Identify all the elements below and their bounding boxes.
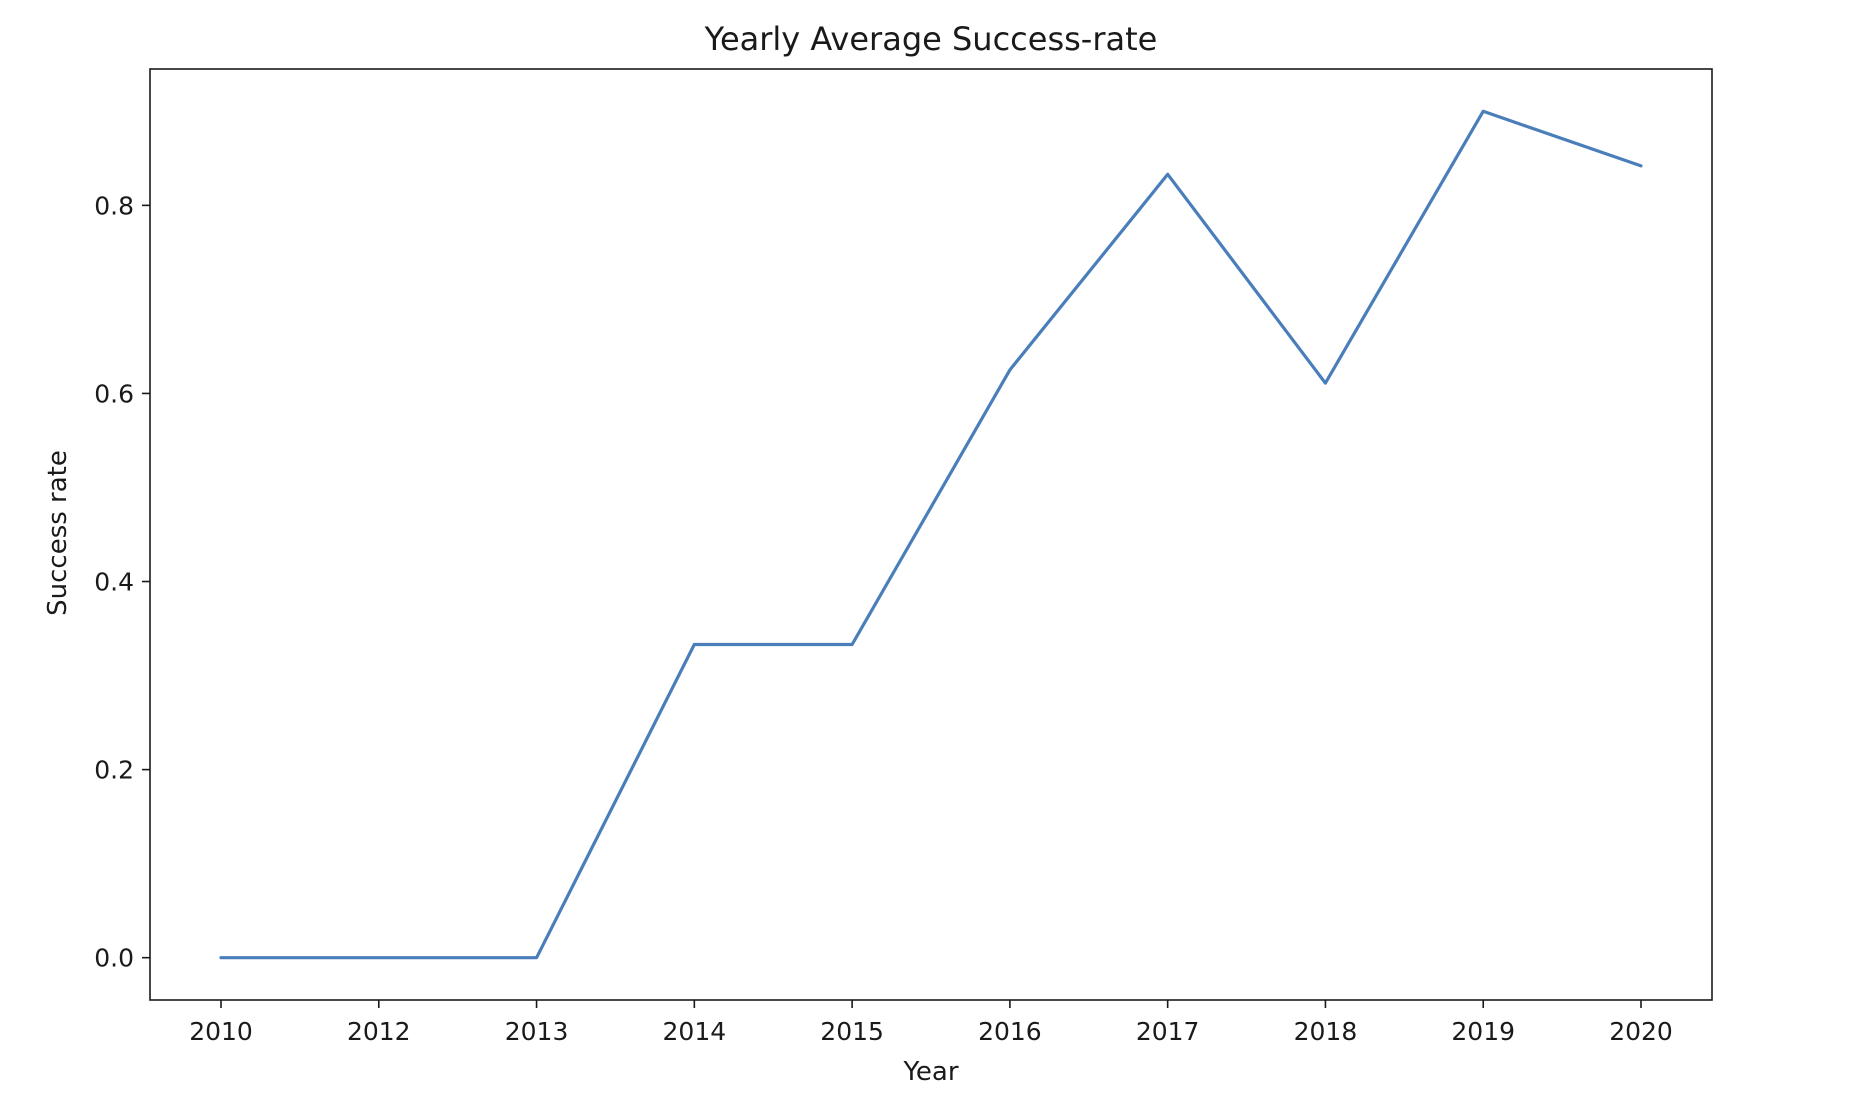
x-tick-label: 2013	[505, 1017, 569, 1046]
y-tick-label: 0.6	[94, 379, 134, 408]
x-tick-label: 2014	[663, 1017, 727, 1046]
x-tick-label: 2017	[1136, 1017, 1200, 1046]
chart-title: Yearly Average Success-rate	[704, 20, 1158, 58]
x-tick-label: 2012	[347, 1017, 411, 1046]
y-axis-label: Success rate	[43, 450, 73, 616]
y-tick-label: 0.8	[94, 191, 134, 220]
series-line	[219, 109, 1643, 960]
x-axis-label: Year	[902, 1057, 958, 1087]
plot-area: 2010 2012 2013 2014 2015 2016 2017 2018 2019 2020…	[94, 68, 1713, 1046]
x-tick-label: 2020	[1609, 1017, 1673, 1046]
x-tick-label: 2019	[1451, 1017, 1515, 1046]
y-tick-label: 0.4	[94, 568, 134, 597]
x-tick-label: 2018	[1294, 1017, 1358, 1046]
x-tick-label: 2010	[189, 1017, 253, 1046]
y-tick-label: 0.2	[94, 756, 134, 785]
x-tick-label: 2015	[820, 1017, 884, 1046]
x-tick-label: 2016	[978, 1017, 1042, 1046]
axes-frame	[149, 68, 1713, 1001]
y-tick-label: 0.0	[94, 944, 134, 973]
